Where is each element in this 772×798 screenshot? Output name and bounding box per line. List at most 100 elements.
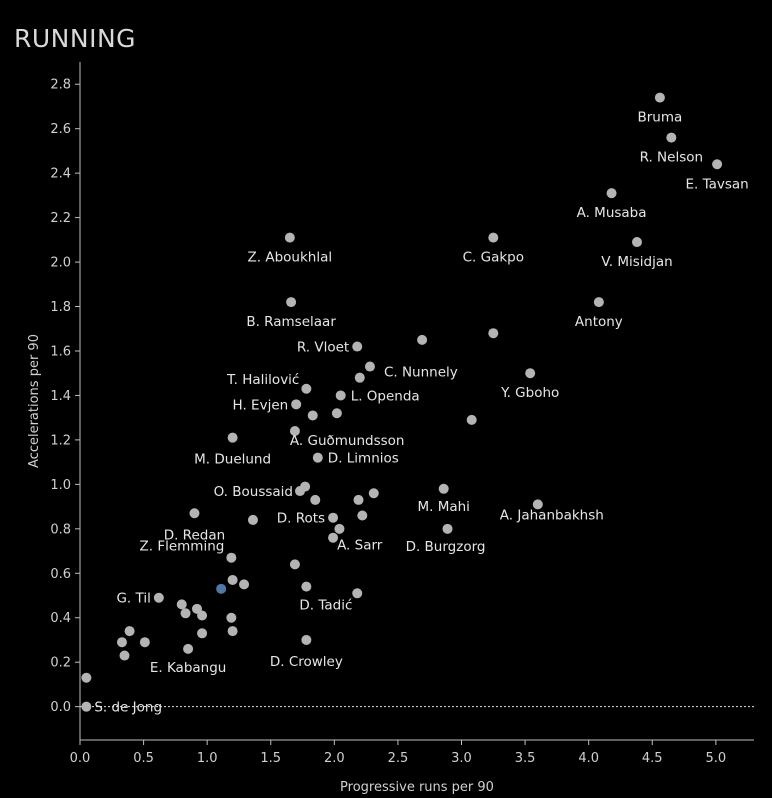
y-tick-label: 1.2 (50, 433, 71, 448)
y-tick-label: 2.2 (50, 211, 71, 226)
scatter-point[interactable] (300, 481, 311, 492)
scatter-point[interactable] (525, 368, 536, 379)
chart-title: RUNNING (14, 24, 137, 53)
labels-layer: Bruma R. Nelson E. Tavsan A. Musaba Z. Abouk… (94, 110, 748, 716)
point-label: D. Crowley (270, 654, 343, 670)
scatter-point[interactable] (335, 390, 346, 401)
scatter-point[interactable] (81, 672, 92, 683)
scatter-point[interactable] (180, 608, 191, 619)
scatter-point[interactable] (247, 514, 258, 525)
scatter-point[interactable] (197, 610, 208, 621)
scatter-point[interactable] (364, 361, 375, 372)
scatter-point[interactable] (328, 512, 339, 523)
scatter-point[interactable] (183, 643, 194, 654)
scatter-point[interactable] (289, 559, 300, 570)
scatter-point[interactable] (632, 237, 643, 248)
point-label: M. Mahi (417, 499, 469, 515)
scatter-point[interactable] (284, 232, 295, 243)
point-label: Z. Aboukhlal (248, 250, 333, 266)
scatter-point[interactable] (593, 297, 604, 308)
point-label: Antony (575, 314, 623, 330)
scatter-point[interactable] (488, 328, 499, 339)
y-tick-label: 2.0 (50, 256, 71, 271)
scatter-point[interactable] (353, 494, 364, 505)
scatter-point[interactable] (289, 426, 300, 437)
scatter-point[interactable] (286, 297, 297, 308)
point-label: A. Jahanbakhsh (500, 507, 604, 523)
scatter-point[interactable] (227, 626, 238, 637)
scatter-point[interactable] (442, 523, 453, 534)
scatter-point[interactable] (310, 494, 321, 505)
point-label: V. Misidjan (601, 254, 672, 270)
point-label: A. Sarr (337, 538, 383, 554)
point-label: E. Kabangu (150, 660, 227, 676)
scatter-point[interactable] (124, 626, 135, 637)
scatter-point[interactable] (438, 483, 449, 494)
y-tick-label: 0.0 (50, 700, 71, 715)
scatter-point[interactable] (334, 523, 345, 534)
y-tick-label: 2.6 (50, 122, 71, 137)
y-tick-label: 2.4 (50, 167, 71, 182)
scatter-point[interactable] (357, 510, 368, 521)
x-tick-label: 0.5 (133, 751, 154, 766)
chart-frame: RUNNING (6, 6, 766, 792)
point-label: M. Duelund (194, 452, 271, 468)
scatter-point[interactable] (352, 588, 363, 599)
scatter-point[interactable] (301, 581, 312, 592)
scatter-point[interactable] (116, 637, 127, 648)
y-tick-label: 1.4 (50, 389, 71, 404)
scatter-point[interactable] (301, 634, 312, 645)
scatter-point[interactable] (301, 383, 312, 394)
scatter-point[interactable] (307, 410, 318, 421)
x-tick-label: 3.5 (515, 751, 536, 766)
scatter-point[interactable] (354, 372, 365, 383)
scatter-point[interactable] (119, 650, 130, 661)
scatter-point[interactable] (226, 552, 237, 563)
scatter-point[interactable] (466, 414, 477, 425)
point-label: C. Gakpo (463, 250, 524, 266)
y-tick-label: 0.8 (50, 522, 71, 537)
scatter-point[interactable] (352, 341, 363, 352)
scatter-point[interactable] (331, 408, 342, 419)
scatter-point[interactable] (176, 599, 187, 610)
scatter-point[interactable] (368, 488, 379, 499)
point-label: D. Tadić (299, 598, 352, 614)
point-label: Y. Gboho (500, 385, 559, 401)
y-tick-label: 0.6 (50, 567, 71, 582)
scatter-point[interactable] (216, 583, 227, 594)
y-tick-label: 1.8 (50, 300, 71, 315)
scatter-point[interactable] (712, 159, 723, 170)
x-tick-label: 4.5 (642, 751, 663, 766)
scatter-point[interactable] (153, 592, 164, 603)
x-tick-label: 4.0 (578, 751, 599, 766)
scatter-point[interactable] (488, 232, 499, 243)
scatter-point[interactable] (81, 701, 92, 712)
scatter-point[interactable] (654, 92, 665, 103)
scatter-point[interactable] (666, 132, 677, 143)
scatter-point[interactable] (606, 188, 617, 199)
point-label: R. Nelson (640, 150, 704, 166)
scatter-point[interactable] (417, 334, 428, 345)
point-label: H. Evjen (233, 397, 289, 413)
scatter-point[interactable] (227, 574, 238, 585)
scatter-point[interactable] (139, 637, 150, 648)
scatter-point[interactable] (197, 628, 208, 639)
x-tick-label: 3.0 (451, 751, 472, 766)
y-tick-label: 1.6 (50, 344, 71, 359)
x-tick-label: 5.0 (706, 751, 727, 766)
scatter-point[interactable] (227, 432, 238, 443)
scatter-point[interactable] (312, 452, 323, 463)
scatter-point[interactable] (291, 399, 302, 410)
scatter-point[interactable] (328, 532, 339, 543)
point-label: R. Vloet (297, 340, 349, 356)
scatter-point[interactable] (532, 499, 543, 510)
scatter-point[interactable] (239, 579, 250, 590)
point-label: A. Guðmundsson (290, 433, 405, 449)
y-tick-label: 2.8 (50, 78, 71, 93)
point-label: S. de Jong (94, 700, 162, 716)
point-label: D. Limnios (328, 451, 399, 467)
scatter-point[interactable] (189, 508, 200, 519)
point-label: D. Rots (277, 511, 325, 527)
scatter-point[interactable] (226, 612, 237, 623)
point-label: T. Halilović (226, 372, 299, 388)
